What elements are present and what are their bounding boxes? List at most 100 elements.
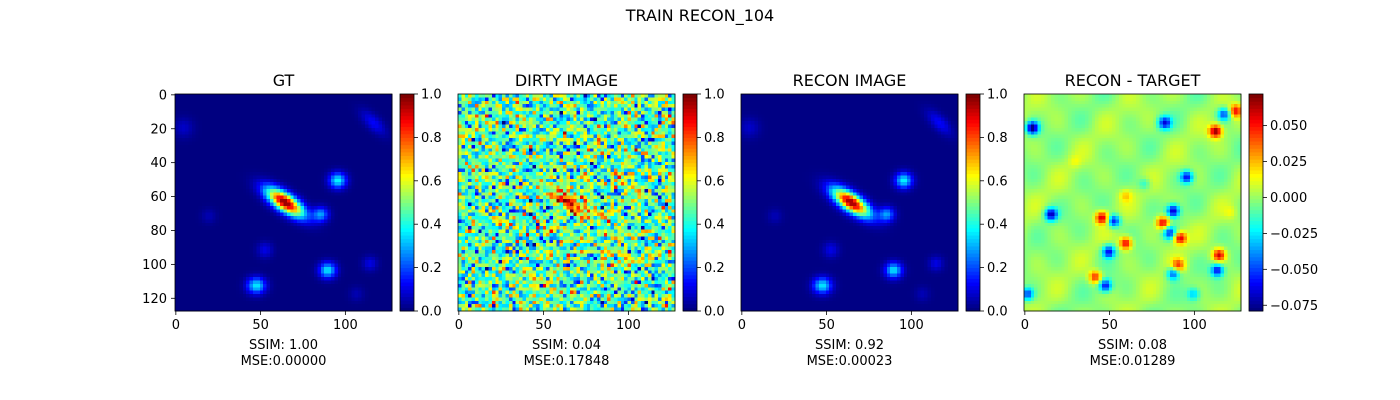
- heatmap-cell: [320, 171, 325, 176]
- heatmap-cell: [283, 161, 288, 166]
- heatmap-cell: [297, 131, 301, 136]
- heatmap-cell: [620, 127, 625, 132]
- heatmap-cell: [381, 246, 386, 251]
- heatmap-cell: [344, 294, 349, 298]
- heatmap-cell: [205, 117, 210, 122]
- heatmap-cell: [310, 249, 315, 254]
- heatmap-cell: [178, 290, 183, 295]
- heatmap-cell: [624, 114, 628, 119]
- heatmap-cell: [205, 297, 210, 302]
- heatmap-cell: [178, 199, 183, 203]
- heatmap-cell: [552, 94, 557, 98]
- heatmap-cell: [246, 165, 250, 169]
- heatmap-cell: [191, 212, 196, 217]
- heatmap-cell: [175, 134, 179, 139]
- heatmap-cell: [324, 280, 328, 285]
- heatmap-cell: [198, 300, 203, 305]
- heatmap-cell: [259, 270, 264, 275]
- heatmap-cell: [202, 202, 206, 207]
- heatmap-cell: [385, 121, 390, 125]
- heatmap-cell: [280, 287, 284, 292]
- heatmap-cell: [286, 222, 291, 227]
- heatmap-cell: [344, 144, 349, 149]
- heatmap-cell: [195, 114, 200, 119]
- heatmap-cell: [491, 124, 496, 129]
- heatmap-cell: [671, 114, 676, 119]
- heatmap-cell: [222, 297, 227, 302]
- heatmap-cell: [232, 114, 237, 119]
- heatmap-cell: [225, 171, 230, 176]
- heatmap-cell: [181, 212, 186, 217]
- heatmap-cell: [375, 165, 379, 169]
- heatmap-cell: [341, 195, 345, 200]
- heatmap-cell: [378, 233, 383, 237]
- heatmap-cell: [205, 178, 210, 183]
- heatmap-cell: [259, 104, 264, 108]
- heatmap-cell: [307, 226, 312, 231]
- heatmap-cell: [293, 287, 298, 292]
- heatmap-cell: [276, 121, 281, 125]
- heatmap-cell: [290, 171, 295, 176]
- heatmap-cell: [317, 226, 322, 231]
- heatmap-cell: [314, 151, 318, 156]
- heatmap-cell: [249, 155, 254, 159]
- heatmap-cell: [269, 304, 274, 309]
- heatmap-cell: [229, 168, 234, 173]
- heatmap-cell: [266, 171, 271, 176]
- heatmap-cell: [219, 270, 223, 275]
- heatmap-cell: [637, 97, 642, 102]
- heatmap-cell: [297, 158, 301, 163]
- colorbar-step: [400, 104, 414, 109]
- heatmap-cell: [293, 266, 298, 271]
- heatmap-cell: [337, 124, 342, 129]
- heatmap-cell: [368, 277, 373, 281]
- heatmap-cell: [327, 219, 332, 224]
- heatmap-cell: [385, 263, 390, 268]
- heatmap-cell: [375, 104, 379, 108]
- heatmap-cell: [381, 175, 386, 180]
- heatmap-cell: [385, 236, 390, 241]
- heatmap-cell: [225, 212, 230, 217]
- heatmap-cell: [381, 100, 386, 105]
- heatmap-cell: [351, 290, 356, 295]
- heatmap-cell: [347, 260, 352, 264]
- heatmap-cell: [195, 209, 200, 214]
- colorbar-step: [400, 253, 414, 258]
- heatmap-cell: [344, 205, 349, 210]
- heatmap-cell: [381, 107, 386, 112]
- heatmap-cell: [195, 283, 200, 288]
- heatmap-cell: [378, 195, 383, 200]
- heatmap-cell: [307, 155, 312, 159]
- heatmap-cell: [249, 273, 254, 278]
- heatmap-cell: [239, 249, 244, 254]
- heatmap-cell: [212, 161, 217, 166]
- heatmap-cell: [334, 97, 339, 102]
- heatmap-cell: [654, 107, 659, 112]
- heatmap-cell: [334, 260, 339, 264]
- heatmap-cell: [303, 219, 308, 224]
- heatmap-cell: [215, 185, 220, 190]
- heatmap-cell: [229, 134, 234, 139]
- heatmap-cell: [293, 222, 298, 227]
- heatmap-cell: [388, 304, 393, 309]
- heatmap-cell: [181, 117, 186, 122]
- heatmap-cell: [195, 297, 200, 302]
- heatmap-cell: [320, 131, 325, 136]
- heatmap-cell: [266, 124, 271, 129]
- heatmap-cell: [375, 243, 379, 247]
- heatmap-cell: [546, 131, 550, 136]
- heatmap-cell: [205, 304, 210, 309]
- heatmap-cell: [563, 127, 567, 132]
- heatmap-cell: [273, 212, 278, 217]
- heatmap-cell: [347, 171, 352, 176]
- heatmap-cell: [202, 256, 206, 261]
- heatmap-cell: [297, 263, 301, 268]
- heatmap-cell: [671, 117, 676, 122]
- heatmap-cell: [252, 202, 257, 207]
- heatmap-cell: [239, 287, 244, 292]
- heatmap-cell: [229, 205, 234, 210]
- heatmap-cell: [573, 127, 578, 132]
- heatmap-cell: [212, 151, 217, 156]
- heatmap-cell: [185, 168, 189, 173]
